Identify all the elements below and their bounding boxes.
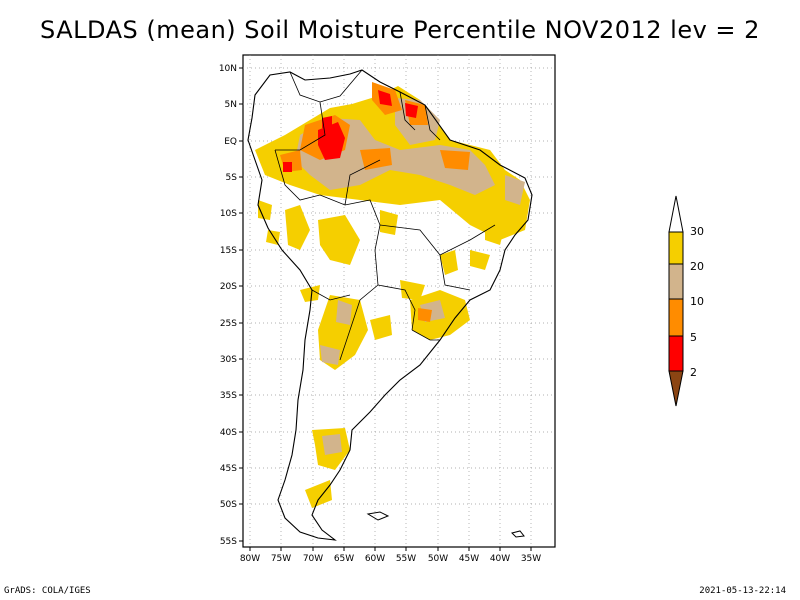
legend-swatch-above-30	[668, 195, 684, 233]
moisture-shading	[255, 82, 530, 508]
lon-label-75w: 75W	[271, 554, 291, 564]
legend-swatch-5-10	[668, 298, 684, 337]
legend-label-10: 10	[690, 295, 704, 308]
lon-label-65w: 65W	[334, 554, 354, 564]
lat-label-5s: 5S	[226, 173, 238, 183]
legend-label-2: 2	[690, 366, 697, 379]
lat-label-10n: 10N	[219, 64, 237, 74]
legend-swatch-10-20	[668, 263, 684, 300]
lon-label-60w: 60W	[365, 554, 385, 564]
falkland-islands	[366, 511, 390, 521]
map-frame	[242, 54, 556, 548]
lat-label-40s: 40S	[220, 428, 237, 438]
south-america-outline	[247, 69, 533, 541]
legend-swatch-2-5	[668, 335, 684, 372]
legend-colorbar	[668, 195, 684, 407]
lat-label-25s: 25S	[220, 319, 237, 329]
legend-label-20: 20	[690, 260, 704, 273]
lat-label-5n: 5N	[225, 100, 237, 110]
country-borders	[274, 69, 496, 361]
lat-label-20s: 20S	[220, 282, 237, 292]
legend-label-5: 5	[690, 331, 697, 344]
legend-label-30: 30	[690, 225, 704, 238]
lon-label-35w: 35W	[521, 554, 541, 564]
lat-label-10s: 10S	[220, 209, 237, 219]
south-georgia-island	[511, 530, 525, 538]
lat-label-50s: 50S	[220, 500, 237, 510]
legend-swatch-below-2	[668, 370, 684, 407]
legend-swatch-20-30	[668, 231, 684, 265]
map-title: SALDAS (mean) Soil Moisture Percentile N…	[40, 16, 760, 44]
lon-label-80w: 80W	[240, 554, 260, 564]
lon-label-40w: 40W	[490, 554, 510, 564]
lat-label-30s: 30S	[220, 355, 237, 365]
lat-label-45s: 45S	[220, 464, 237, 474]
lon-label-50w: 50W	[428, 554, 448, 564]
lon-label-45w: 45W	[459, 554, 479, 564]
lat-label-eq: EQ	[224, 137, 237, 147]
grid-lines	[243, 55, 555, 547]
footer-timestamp: 2021-05-13-22:14	[699, 586, 786, 596]
footer-credit: GrADS: COLA/IGES	[4, 586, 91, 596]
lat-label-35s: 35S	[220, 391, 237, 401]
lon-label-70w: 70W	[303, 554, 323, 564]
lon-label-55w: 55W	[396, 554, 416, 564]
lat-label-55s: 55S	[220, 537, 237, 547]
lat-label-15s: 15S	[220, 246, 237, 256]
tick-marks	[239, 67, 532, 551]
